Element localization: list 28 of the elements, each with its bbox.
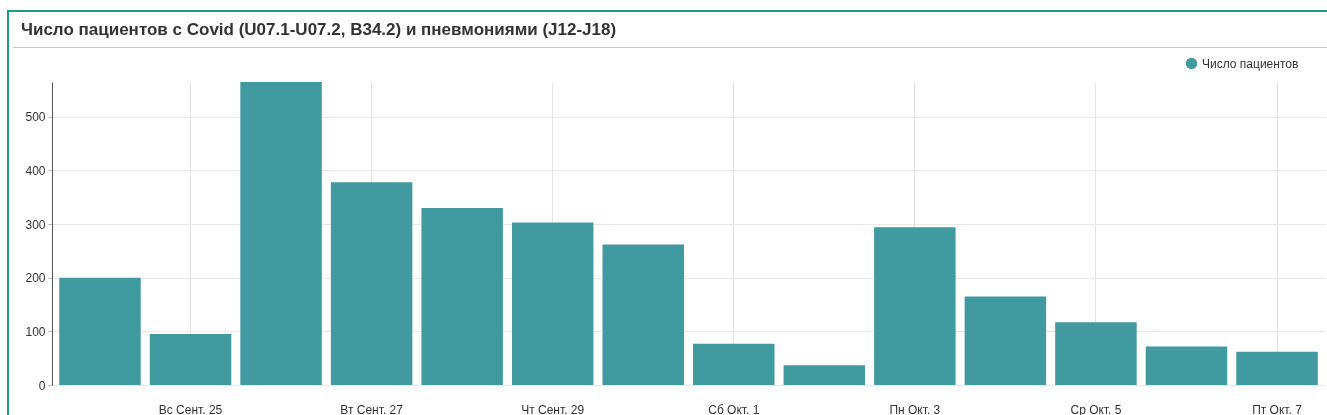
y-tick-label: 200 <box>25 271 46 286</box>
bar <box>240 82 322 385</box>
bar <box>964 296 1047 385</box>
x-tick-label: Вс Сент. 25 <box>158 402 223 415</box>
legend-label: Число пациентов <box>1202 56 1299 71</box>
bar <box>1145 346 1228 385</box>
y-tick-label: 400 <box>25 163 46 178</box>
bar <box>511 222 594 385</box>
bar <box>330 182 413 385</box>
bar <box>59 277 141 385</box>
bar <box>783 365 866 385</box>
bar <box>421 208 503 385</box>
x-tick-label: Чт Сент. 29 <box>521 402 585 415</box>
x-tick-label: Пт Окт. 7 <box>1252 402 1303 415</box>
chart-title: Число пациентов с Covid (U07.1-U07.2, B34.2) и пневмониями (J12-J18) <box>21 19 617 40</box>
bar <box>149 334 232 385</box>
x-tick-label: Пн Окт. 3 <box>889 402 941 415</box>
y-tick-label: 0 <box>38 378 46 393</box>
y-tick-label: 100 <box>25 324 46 339</box>
bar <box>602 244 684 385</box>
bar <box>1055 322 1137 385</box>
x-tick-label: Вт Сент. 27 <box>340 402 404 415</box>
bar <box>1236 351 1318 385</box>
bar <box>693 343 775 385</box>
y-tick-label: 300 <box>25 217 46 232</box>
x-tick-label: Сб Окт. 1 <box>708 402 760 415</box>
y-tick-label: 500 <box>25 110 46 125</box>
bar <box>874 227 956 385</box>
